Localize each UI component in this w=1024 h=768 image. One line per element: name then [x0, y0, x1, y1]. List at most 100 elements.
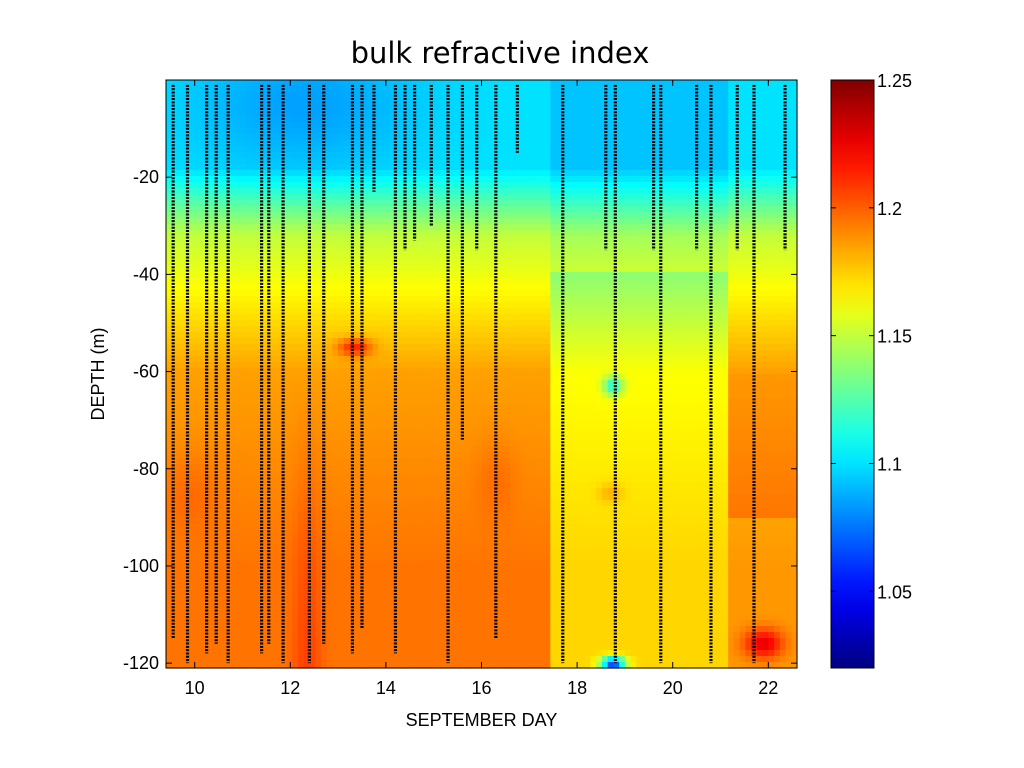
- heatmap-cell: [361, 158, 368, 165]
- heatmap-cell: [206, 284, 213, 291]
- heatmap-cell: [177, 470, 184, 477]
- heatmap-cell: [257, 338, 265, 345]
- heatmap-cell: [389, 422, 397, 429]
- heatmap-cell: [389, 338, 397, 345]
- heatmap-cell: [200, 332, 207, 339]
- heatmap-cell: [269, 632, 276, 639]
- heatmap-cell: [452, 626, 460, 633]
- heatmap-cell: [435, 578, 442, 585]
- heatmap-cell: [441, 536, 448, 543]
- heatmap-cell: [292, 398, 299, 405]
- heatmap-cell: [252, 296, 259, 303]
- heatmap-cell: [269, 488, 276, 495]
- heatmap-cell: [338, 350, 345, 357]
- heatmap-cell: [361, 368, 368, 375]
- heatmap-cell: [240, 410, 247, 417]
- heatmap-cell: [166, 482, 173, 489]
- heatmap-cell: [194, 152, 202, 159]
- heatmap-cell: [217, 554, 224, 561]
- heatmap-cell: [217, 398, 224, 405]
- heatmap-cell: [252, 620, 259, 627]
- heatmap-cell: [188, 344, 196, 351]
- heatmap-cell: [263, 284, 270, 291]
- heatmap-cell: [406, 554, 414, 561]
- heatmap-cell: [383, 392, 391, 399]
- heatmap-cell: [349, 176, 356, 183]
- heatmap-cell: [418, 158, 425, 165]
- heatmap-cell: [303, 650, 311, 657]
- heatmap-cell: [418, 254, 425, 261]
- heatmap-cell: [406, 482, 414, 489]
- heatmap-cell: [269, 236, 276, 243]
- heatmap-cell: [338, 416, 345, 423]
- heatmap-cell: [435, 554, 442, 561]
- heatmap-cell: [229, 644, 236, 651]
- heatmap-cell: [223, 188, 230, 195]
- heatmap-cell: [200, 152, 207, 159]
- heatmap-cell: [286, 608, 293, 615]
- heatmap-cell: [188, 320, 196, 327]
- heatmap-cell: [447, 122, 454, 129]
- heatmap-cell: [274, 176, 282, 183]
- heatmap-cell: [447, 536, 454, 543]
- heatmap-cell: [366, 284, 374, 291]
- heatmap-cell: [418, 506, 425, 513]
- heatmap-cell: [297, 572, 305, 579]
- heatmap-cell: [297, 536, 305, 543]
- heatmap-cell: [452, 548, 460, 555]
- heatmap-cell: [206, 464, 213, 471]
- heatmap-cell: [286, 458, 293, 465]
- heatmap-cell: [424, 272, 431, 279]
- heatmap-cell: [320, 434, 328, 441]
- heatmap-cell: [234, 488, 242, 495]
- heatmap-cell: [389, 80, 397, 87]
- heatmap-cell: [171, 530, 179, 537]
- heatmap-cell: [429, 596, 437, 603]
- heatmap-cell: [361, 140, 368, 147]
- heatmap-cell: [211, 500, 219, 507]
- heatmap-cell: [361, 332, 368, 339]
- heatmap-cell: [372, 416, 379, 423]
- heatmap-cell: [315, 464, 322, 471]
- heatmap-cell: [412, 626, 419, 633]
- heatmap-cell: [406, 386, 414, 393]
- heatmap-cell: [166, 560, 173, 567]
- heatmap-cell: [188, 518, 196, 525]
- heatmap-cell: [343, 92, 351, 99]
- heatmap-cell: [452, 98, 460, 105]
- heatmap-cell: [229, 620, 236, 627]
- heatmap-cell: [234, 524, 242, 531]
- heatmap-cell: [166, 638, 173, 645]
- heatmap-cell: [229, 536, 236, 543]
- heatmap-cell: [206, 98, 213, 105]
- heatmap-cell: [406, 584, 414, 591]
- heatmap-cell: [320, 440, 328, 447]
- heatmap-cell: [383, 362, 391, 369]
- heatmap-cell: [378, 398, 385, 405]
- heatmap-cell: [274, 494, 282, 501]
- heatmap-cell: [326, 314, 333, 321]
- heatmap-cell: [234, 422, 242, 429]
- heatmap-cell: [303, 410, 311, 417]
- heatmap-cell: [406, 332, 414, 339]
- heatmap-cell: [326, 614, 333, 621]
- heatmap-cell: [435, 230, 442, 237]
- heatmap-cell: [257, 296, 265, 303]
- heatmap-cell: [424, 290, 431, 297]
- heatmap-cell: [447, 302, 454, 309]
- heatmap-cell: [223, 266, 230, 273]
- heatmap-cell: [326, 92, 333, 99]
- heatmap-cell: [280, 140, 288, 147]
- heatmap-cell: [452, 86, 460, 93]
- heatmap-cell: [315, 650, 322, 657]
- heatmap-cell: [303, 350, 311, 357]
- heatmap-cell: [286, 170, 293, 177]
- heatmap-cell: [418, 458, 425, 465]
- heatmap-cell: [424, 518, 431, 525]
- heatmap-cell: [343, 566, 351, 573]
- heatmap-cell: [366, 464, 374, 471]
- heatmap-cell: [297, 350, 305, 357]
- heatmap-cell: [263, 626, 270, 633]
- heatmap-cell: [234, 638, 242, 645]
- heatmap-cell: [252, 254, 259, 261]
